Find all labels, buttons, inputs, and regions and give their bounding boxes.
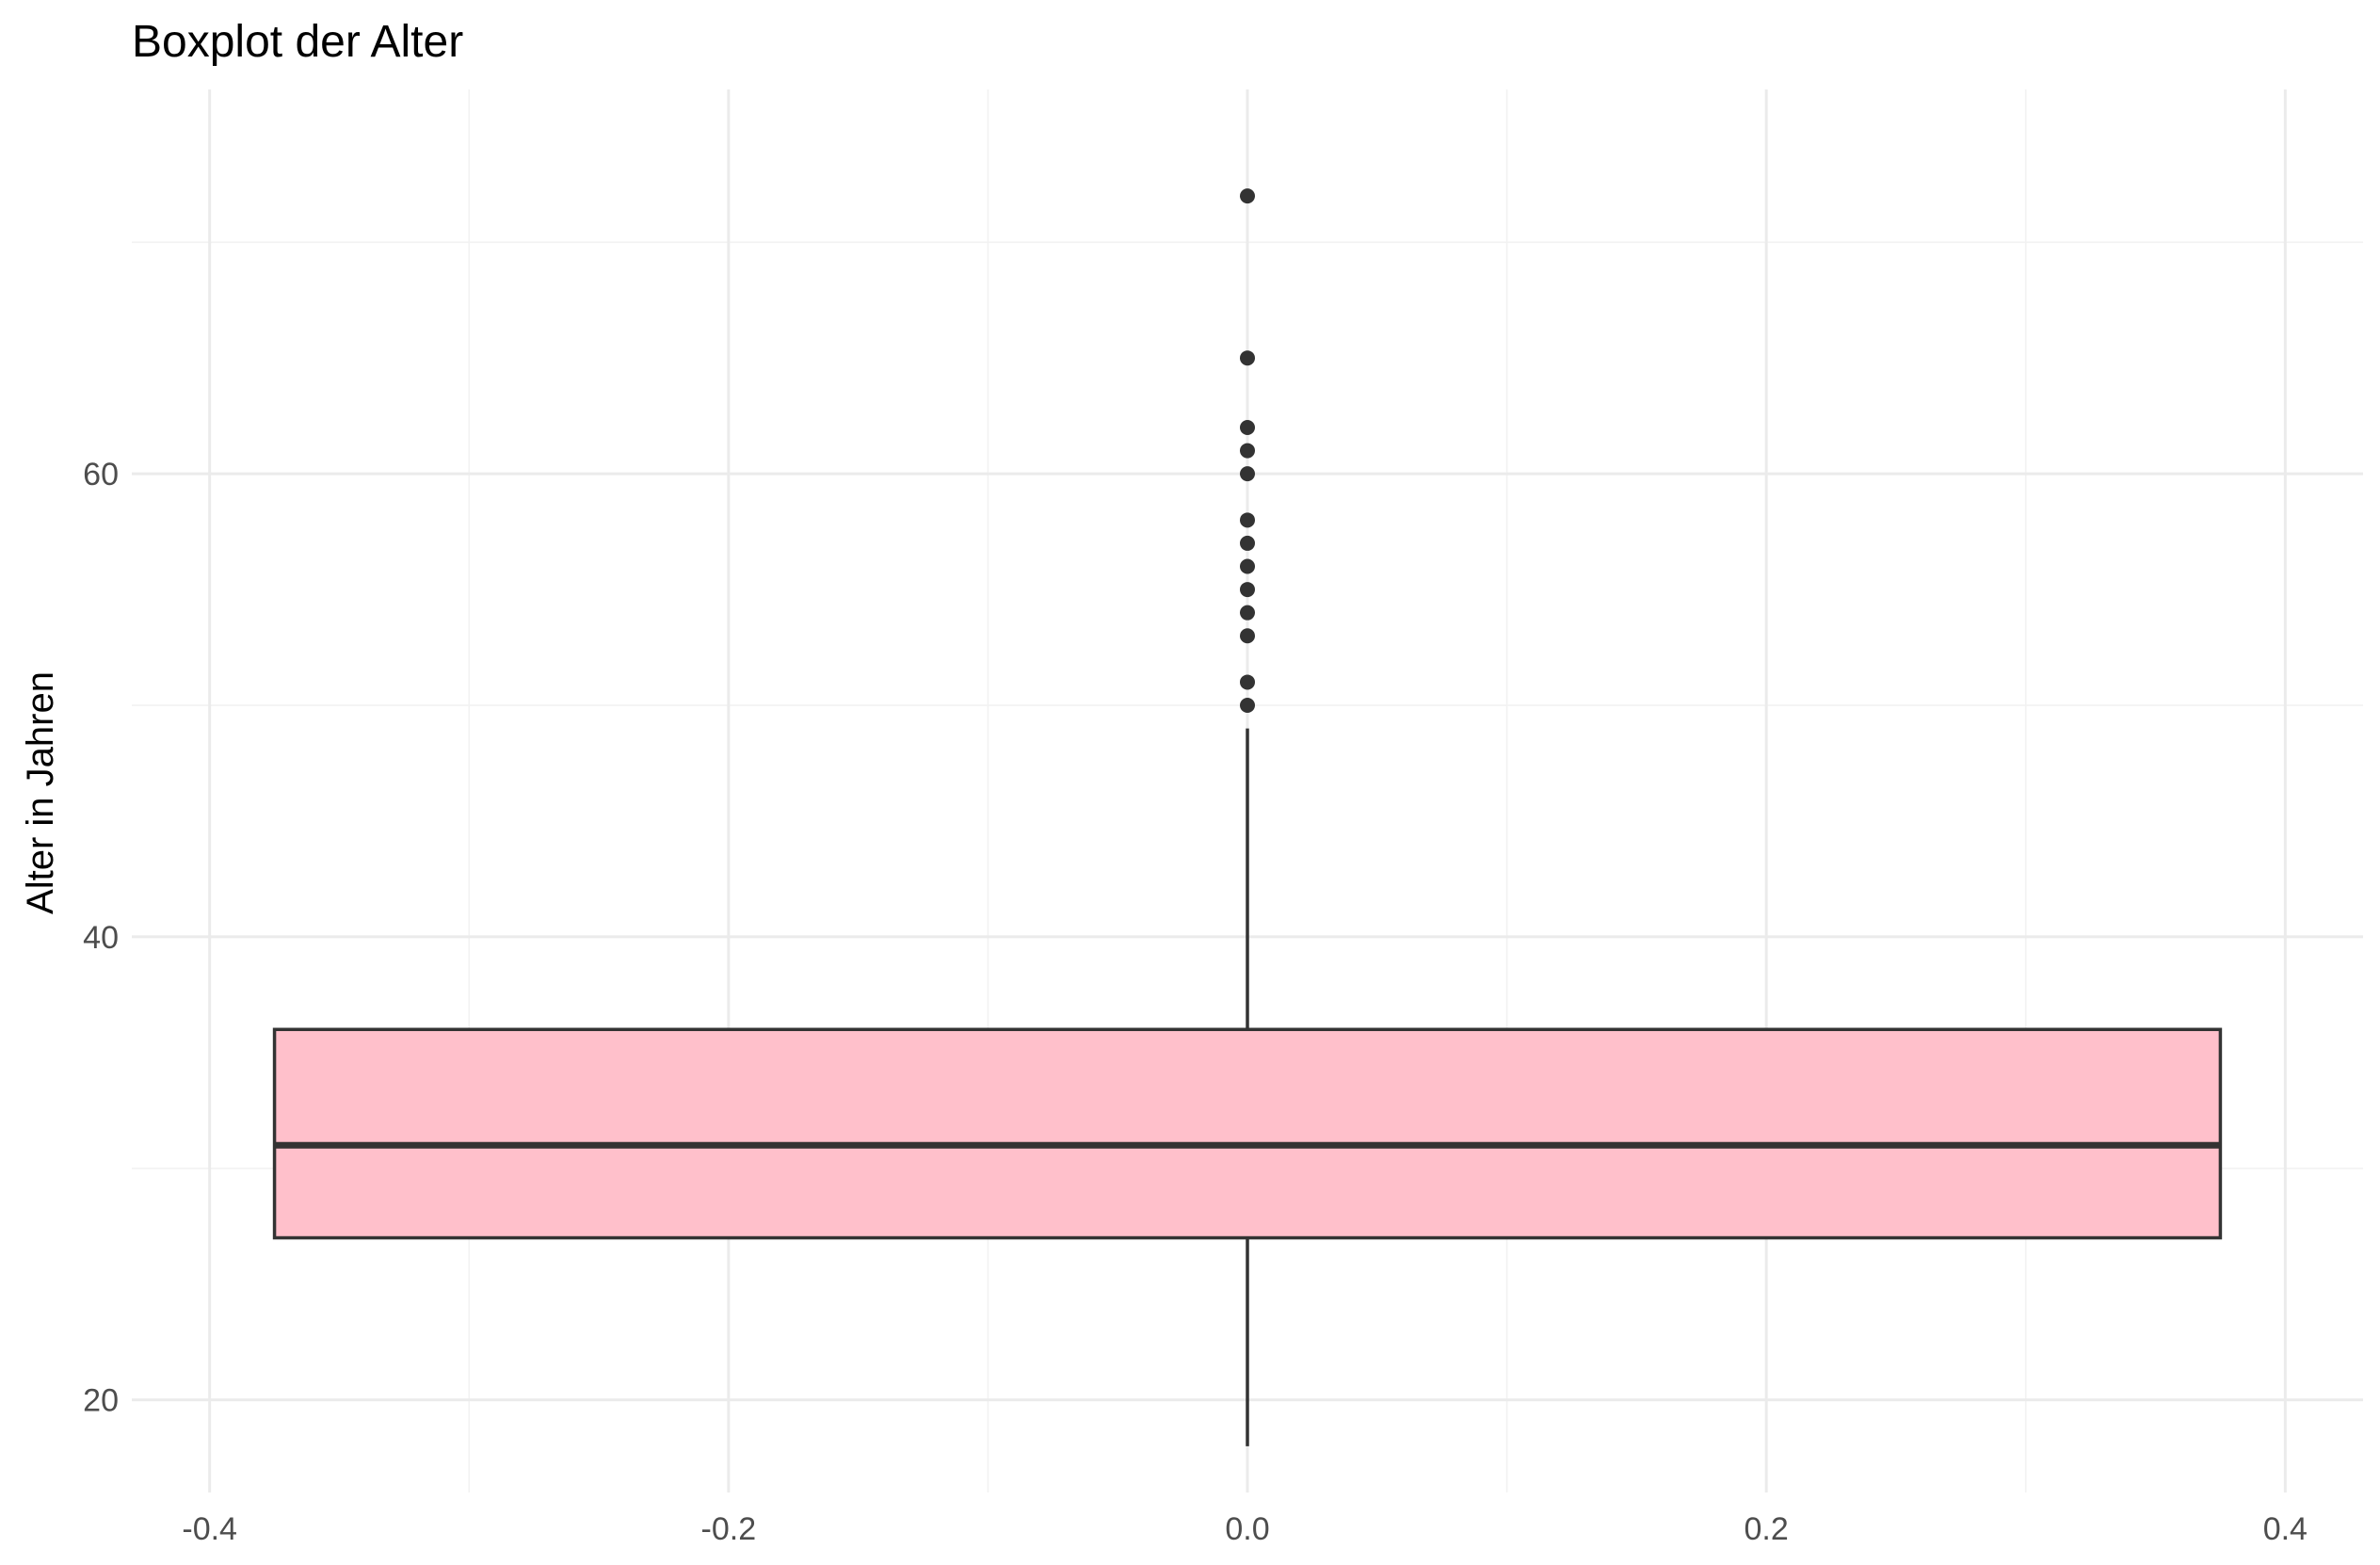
outlier-point bbox=[1240, 605, 1255, 621]
x-tick-label: -0.4 bbox=[182, 1511, 237, 1547]
outlier-point bbox=[1240, 443, 1255, 459]
outlier-point bbox=[1240, 674, 1255, 690]
outlier-point bbox=[1240, 512, 1255, 528]
box-elements bbox=[272, 728, 2223, 1446]
axis-tick-labels: -0.4 -0.2 0.0 0.2 0.4 20 40 60 bbox=[83, 457, 2308, 1547]
outlier-point bbox=[1240, 419, 1255, 435]
interquartile-box bbox=[272, 1027, 2223, 1240]
x-tick-label: -0.2 bbox=[701, 1511, 757, 1547]
outlier-point bbox=[1240, 535, 1255, 551]
outlier-point bbox=[1240, 466, 1255, 482]
y-tick-label: 20 bbox=[83, 1383, 119, 1419]
outlier-points bbox=[1240, 188, 1255, 714]
outlier-point bbox=[1240, 558, 1255, 574]
outlier-point bbox=[1240, 350, 1255, 366]
outlier-point bbox=[1240, 582, 1255, 598]
outlier-point bbox=[1240, 628, 1255, 644]
outlier-point bbox=[1240, 188, 1255, 204]
x-tick-label: 0.0 bbox=[1225, 1511, 1269, 1547]
y-tick-label: 40 bbox=[83, 920, 119, 956]
chart-title: Boxplot der Alter bbox=[132, 17, 463, 67]
y-tick-label: 60 bbox=[83, 457, 119, 492]
outlier-point bbox=[1240, 698, 1255, 714]
x-tick-label: 0.2 bbox=[1745, 1511, 1789, 1547]
y-axis-label: Alter in Jahren bbox=[20, 671, 61, 914]
x-tick-label: 0.4 bbox=[2263, 1511, 2308, 1547]
